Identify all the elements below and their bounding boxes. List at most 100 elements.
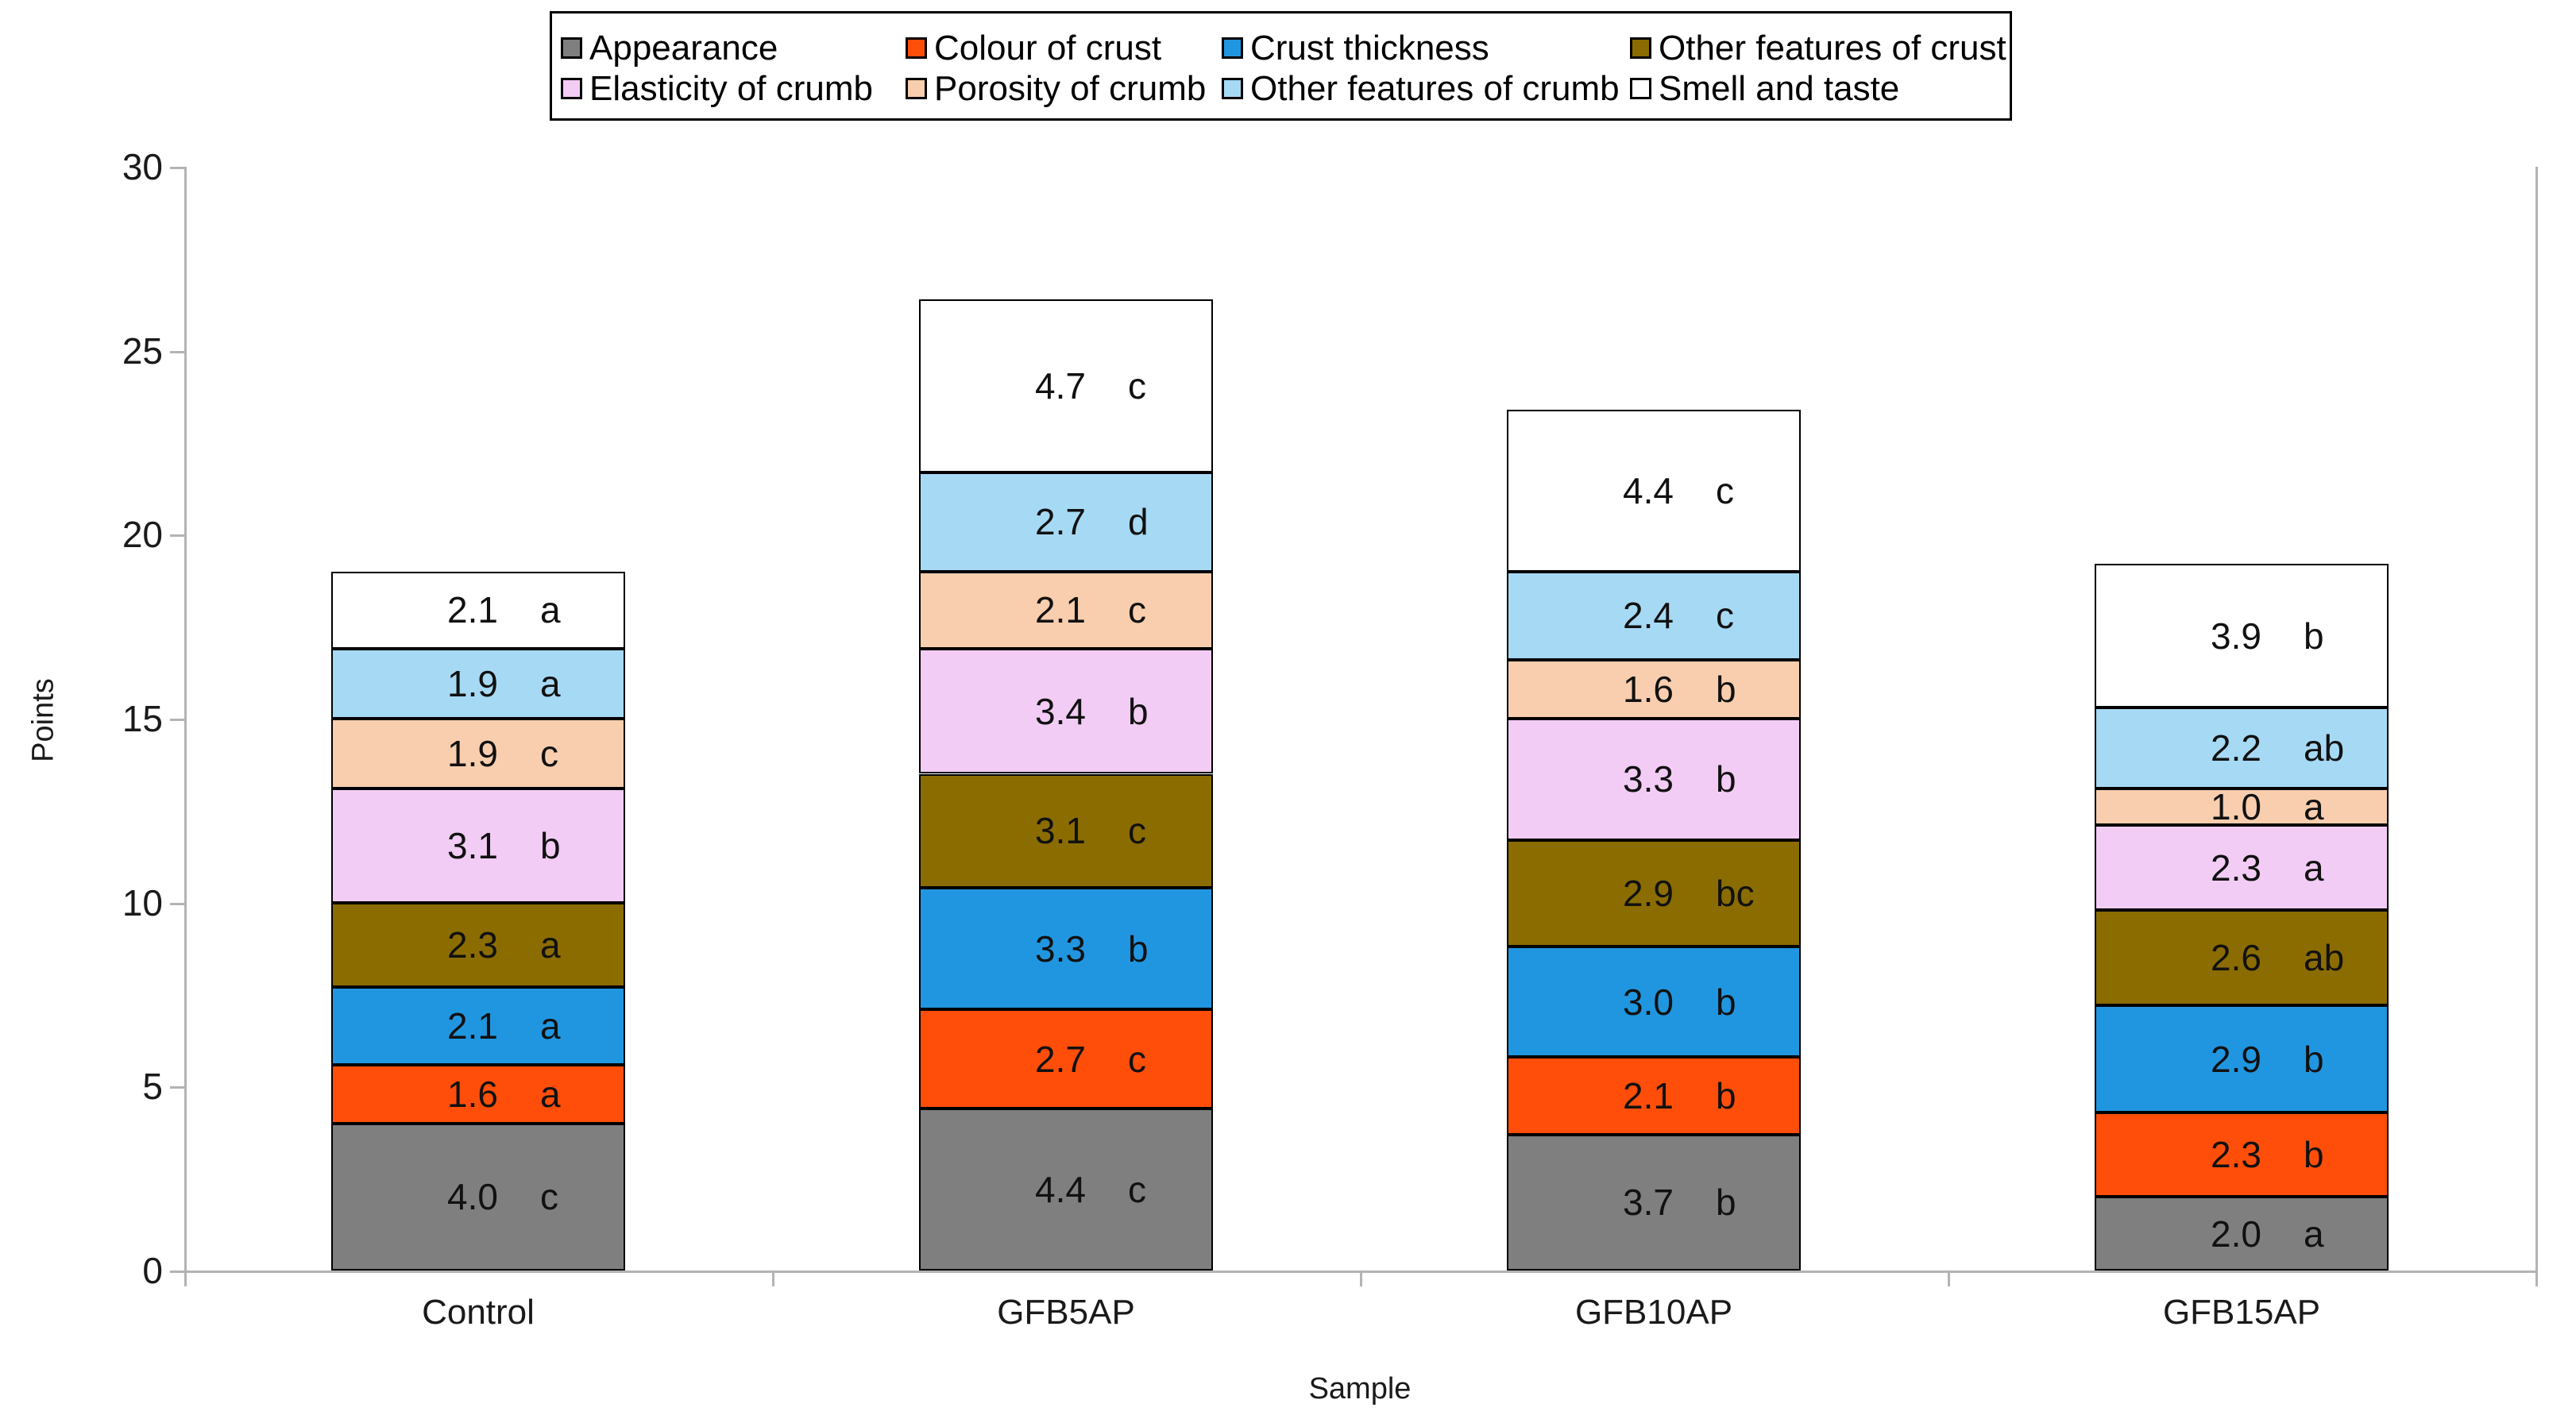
segment-value: 4.4 (1623, 469, 1674, 511)
segment-letter: b (1716, 1074, 1736, 1116)
bar-segment: 2.1 c (919, 571, 1213, 649)
bar-segment: 3.7 b (1507, 1134, 1801, 1271)
segment-letter: c (1128, 810, 1146, 852)
legend-label: Porosity of crumb (934, 68, 1207, 108)
segment-letter: a (2304, 786, 2324, 828)
segment-letter: d (1128, 501, 1149, 543)
segment-letter: a (540, 662, 561, 704)
segment-letter: a (540, 1004, 561, 1047)
segment-letter: ab (2304, 937, 2345, 979)
category-label: GFB5AP (997, 1293, 1135, 1332)
bar-segment: 4.4 c (1507, 409, 1801, 572)
legend: Appearance Colour of crust Crust thickness… (550, 11, 2012, 121)
segment-value: 4.4 (1035, 1169, 1086, 1211)
segment-value: 1.6 (447, 1073, 498, 1115)
segment-value: 3.9 (2211, 615, 2261, 657)
legend-item: Other features of crumb (1222, 68, 1620, 109)
segment-letter: c (1128, 589, 1146, 631)
segment-letter: bc (1716, 873, 1755, 915)
segment-letter: c (1128, 1169, 1146, 1211)
bar-segment: 2.2 ab (2095, 708, 2389, 789)
y-tick-label: 25 (122, 330, 163, 372)
segment-value: 1.0 (2211, 786, 2261, 828)
segment-letter: a (540, 1073, 561, 1115)
segment-value: 3.3 (1623, 758, 1674, 800)
y-tick (170, 719, 184, 721)
segment-value: 1.9 (447, 662, 498, 704)
x-tick (2535, 1271, 2538, 1286)
segment-letter: b (1716, 1182, 1736, 1224)
segment-value: 3.1 (447, 824, 498, 866)
segment-letter: b (2304, 1038, 2324, 1080)
segment-value: 4.7 (1035, 364, 1086, 407)
segment-value: 2.9 (2211, 1038, 2261, 1080)
legend-item: Porosity of crumb (906, 68, 1206, 109)
segment-letter: b (2304, 1134, 2324, 1176)
y-tick-label: 0 (142, 1250, 163, 1291)
segment-value: 3.7 (1623, 1182, 1674, 1224)
y-tick-label: 5 (142, 1066, 163, 1108)
bar-segment: 1.9 c (331, 719, 625, 789)
segment-letter: b (1716, 668, 1736, 710)
y-tick (170, 350, 184, 353)
legend-label: Appearance (589, 28, 778, 67)
segment-value: 2.4 (1623, 595, 1674, 637)
y-tick-label: 20 (122, 514, 163, 556)
y-tick-label: 10 (122, 881, 163, 924)
bar-segment: 2.7 d (919, 472, 1213, 572)
segment-value: 2.2 (2211, 727, 2261, 769)
legend-item: Other features of crust (1630, 28, 2006, 68)
bar-segment: 2.9 bc (1507, 839, 1801, 947)
bar-segment: 2.3 b (2095, 1112, 2389, 1197)
bar-segment: 1.0 a (2095, 786, 2389, 828)
bar-segment: 2.3 a (331, 902, 625, 988)
bar-segment: 4.7 c (919, 299, 1213, 472)
bar-segment: 2.1 b (1507, 1057, 1801, 1135)
category-label: GFB10AP (1574, 1293, 1733, 1332)
plot-right-border (2535, 167, 2538, 1284)
segment-letter: b (1716, 981, 1736, 1023)
legend-swatch-colour-of-crust (906, 37, 927, 59)
y-tick-label: 15 (122, 698, 163, 739)
x-tick (1948, 1271, 1950, 1286)
segment-letter: c (1716, 469, 1734, 511)
bar-segment: 2.3 a (2095, 825, 2389, 910)
segment-value: 2.1 (1035, 589, 1086, 631)
legend-label: Colour of crust (934, 28, 1162, 67)
segment-value: 3.0 (1623, 981, 1674, 1023)
y-tick (170, 534, 184, 538)
bar: 4.0 c 1.6 a 2.1 a 2.3 a 3.1 b 1.9 c 1.9 a 2.1 a (331, 571, 625, 1271)
segment-letter: b (540, 824, 561, 866)
segment-value: 2.0 (2211, 1213, 2261, 1255)
legend-swatch-elasticity-of-crumb (561, 78, 582, 99)
segment-letter: b (1128, 927, 1149, 970)
bar: 2.0 a 2.3 b 2.9 b 2.6 ab 2.3 a 1.0 a 2.2 ab 3.9 b (2095, 564, 2389, 1271)
legend-label: Other features of crumb (1250, 68, 1620, 108)
x-tick (184, 1271, 187, 1286)
bar-segment: 3.3 b (1507, 719, 1801, 840)
segment-value: 2.1 (1623, 1074, 1674, 1116)
legend-swatch-appearance (561, 37, 582, 59)
legend-label: Smell and taste (1659, 68, 1900, 108)
x-tick (1360, 1271, 1362, 1286)
segment-letter: b (2304, 615, 2324, 657)
bar-segment: 4.4 c (919, 1109, 1213, 1271)
category-label: GFB15AP (2162, 1293, 2321, 1332)
category-label: Control (422, 1293, 535, 1332)
segment-letter: c (1716, 595, 1734, 637)
legend-item: Colour of crust (906, 28, 1161, 68)
bar-segment: 3.0 b (1507, 947, 1801, 1058)
bar: 3.7 b 2.1 b 3.0 b 2.9 bc 3.3 b 1.6 b 2.4 c 4.4 c (1507, 409, 1801, 1271)
y-axis-line (184, 167, 187, 1273)
y-tick (170, 1271, 184, 1273)
segment-value: 1.6 (1623, 668, 1674, 710)
segment-letter: a (540, 924, 561, 966)
legend-label: Elasticity of crumb (589, 68, 873, 108)
legend-item: Smell and taste (1630, 68, 1899, 109)
bar-segment: 2.9 b (2095, 1005, 2389, 1112)
bar-segment: 3.1 c (919, 773, 1213, 889)
y-tick (170, 902, 184, 905)
legend-label: Crust thickness (1250, 28, 1489, 67)
segment-value: 2.3 (2211, 846, 2261, 889)
